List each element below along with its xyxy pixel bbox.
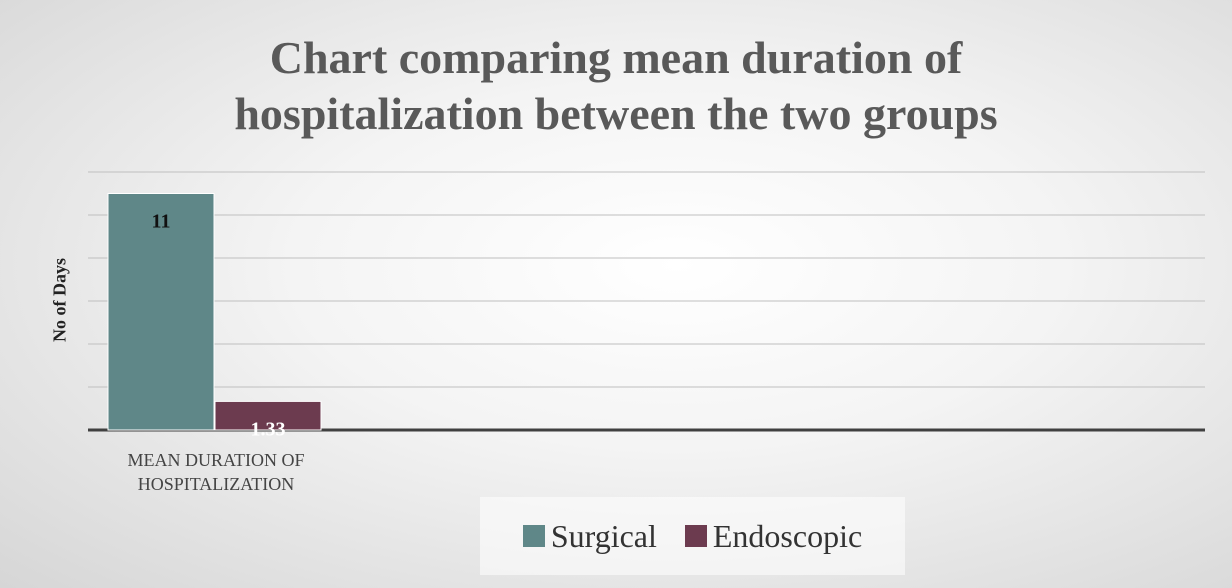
legend-item: Surgical [522,517,657,555]
legend-label: Surgical [550,517,657,554]
bar [107,193,215,431]
legend: Surgical Endoscopic [480,497,905,575]
chart-title: Chart comparing mean duration of hospita… [234,32,998,139]
data-label: 1.33 [251,418,286,440]
bar [214,400,322,431]
legend-item: Endoscopic [684,517,863,555]
data-label: 11 [152,211,171,233]
legend-swatch [684,525,707,547]
legend-swatch [522,525,545,547]
x-tick-label: MEAN DURATION OF HOSPITALIZATION [127,450,305,494]
y-axis-label: No of Days [49,258,70,342]
legend-label: Endoscopic [712,517,863,554]
